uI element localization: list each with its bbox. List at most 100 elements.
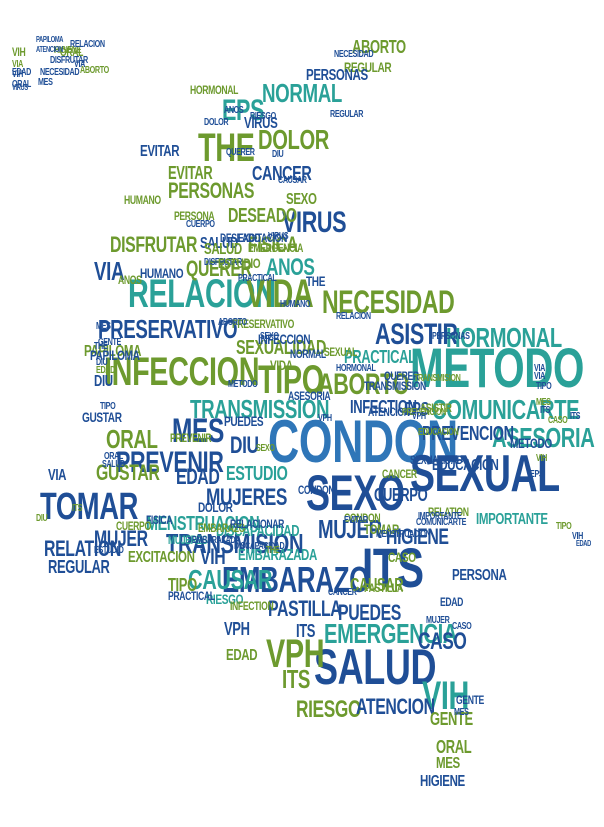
word: MUJER (318, 514, 382, 544)
word: HORMONAL (336, 363, 376, 374)
word: DOLOR (258, 124, 329, 155)
word: ITS (296, 621, 316, 641)
word: VIH (12, 69, 23, 80)
word: PERSONAS (306, 67, 368, 84)
word: VIH (200, 544, 226, 569)
word: CUERPO (116, 519, 151, 533)
word: RELACIONAR (230, 517, 284, 531)
word: VPH (318, 413, 332, 424)
word: MUJERES (168, 533, 208, 547)
word: TIPO (556, 521, 572, 532)
word: SALUD (200, 235, 238, 252)
word: PAPILOMA (90, 347, 140, 363)
word: DIU (272, 149, 284, 160)
word: ABORTO (218, 317, 247, 328)
word: PRACTICAL (168, 589, 215, 603)
word: EVITAR (344, 515, 368, 526)
word: CUERPO (186, 219, 215, 230)
word: EMBARAZO (222, 559, 369, 600)
word: RIESGO (206, 591, 244, 607)
word: SEXUAL (324, 345, 357, 359)
word: SEXO (260, 331, 279, 342)
word: RIESGO (296, 696, 362, 723)
word: TOMAR (40, 486, 139, 528)
word: VIRUS (244, 115, 278, 132)
word: THE (306, 273, 326, 289)
word: IMPORTANTE (418, 511, 462, 522)
word: MES (454, 707, 469, 718)
word: DIU (230, 432, 259, 459)
word: METODO (510, 435, 552, 451)
word: MUJERES (206, 484, 288, 511)
word: CANCER (382, 467, 417, 481)
word: NECESIDAD (40, 67, 80, 78)
word: EXCITACION (238, 231, 288, 245)
word: EMBARAZADA (192, 535, 241, 546)
word: CASO (418, 628, 467, 655)
word: MUJER (426, 615, 450, 626)
word: DIU (96, 357, 108, 368)
word: HIGIENE (420, 773, 465, 790)
word: CANCER (252, 163, 312, 185)
word: MES (436, 755, 460, 772)
word: MUJER (94, 526, 148, 551)
word: PREVENCION (402, 407, 447, 418)
word: QUERER (384, 369, 419, 383)
word: HUMANO (140, 265, 184, 281)
word: ANOS (266, 254, 315, 281)
word: GENTE (98, 337, 122, 348)
word: HUMANO (124, 193, 161, 207)
word: DESEADO (220, 231, 261, 245)
word: CASO (388, 549, 416, 565)
word: ITS (540, 405, 551, 416)
word: CAUSAR (278, 175, 307, 186)
word: PRACTICAL (238, 273, 277, 284)
word: VIRUS (282, 206, 347, 239)
word: ABORTO (318, 368, 410, 401)
word: PUEDES (338, 600, 401, 625)
word: ESTUDIO (218, 255, 261, 271)
word: ITS (362, 536, 424, 599)
word: EMERGENCIA (248, 241, 303, 255)
word: THE (94, 341, 108, 352)
word: HORMONAL (446, 322, 562, 353)
word: RELACION (336, 311, 371, 322)
word: ANOS (118, 273, 142, 287)
word: NORMAL (290, 347, 326, 361)
word: EDUCACION (432, 457, 499, 474)
word: CONDON (298, 483, 335, 497)
word: ITS (72, 503, 83, 514)
word: QUERER (186, 256, 252, 281)
word: RELATION (44, 536, 121, 561)
word: VIA (12, 59, 23, 70)
word: ESTUDIO (94, 545, 124, 556)
word: MES (536, 397, 551, 408)
word: CASO (548, 415, 568, 426)
word: GENTE (456, 693, 484, 707)
word: PREVENCION (422, 423, 514, 445)
word: TOMAR (364, 521, 399, 537)
word: ATENCION (356, 694, 435, 719)
word: ORAL (106, 424, 158, 454)
word: TIPO (100, 401, 116, 412)
word: METODO (410, 336, 585, 399)
word: EMERGENCIA (324, 618, 458, 649)
word: PERSONA (174, 209, 215, 223)
word: TIPO (536, 381, 552, 392)
word: EDAD (440, 595, 464, 609)
word: VIA (534, 371, 545, 382)
word: NORMAL (262, 78, 342, 108)
word: GUSTAR (96, 460, 160, 485)
word: EDUCACION (418, 427, 459, 438)
word: ORAL (12, 79, 31, 90)
word: SEXO (256, 443, 275, 454)
word: VIH (536, 453, 547, 464)
word: THE (266, 545, 280, 556)
word: INFECCION (104, 350, 260, 394)
word: VIRUS (12, 83, 28, 92)
word: ASISTIR (420, 401, 452, 415)
word: DISFRUTAR (204, 257, 242, 268)
word: HUMANO (280, 299, 311, 310)
word: SALUD (314, 639, 437, 695)
